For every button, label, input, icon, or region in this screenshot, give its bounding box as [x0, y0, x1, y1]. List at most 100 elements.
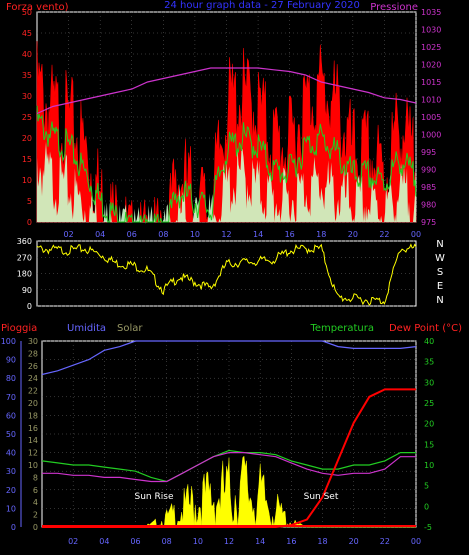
- wind-y-tick-label: 30: [22, 92, 32, 101]
- bottom-x-tick-label: 10: [193, 537, 203, 546]
- dewpoint-line: [42, 452, 416, 483]
- rain-axis-title: Pioggia: [1, 323, 37, 334]
- temperature-y-tick-label: 20: [424, 420, 434, 429]
- bottom-x-tick-label: 06: [130, 537, 140, 546]
- pressure-y-tick-label: 1025: [421, 43, 441, 52]
- dewpoint-axis-title: Dew Point (°C): [389, 323, 462, 334]
- temperature-y-tick-label: -5: [424, 523, 432, 532]
- pressure-axis-title: Pressione: [370, 2, 418, 13]
- solar-y-tick-label: 20: [28, 399, 38, 408]
- solar-y-tick-label: 22: [28, 387, 38, 396]
- pressure-y-tick-label: 980: [421, 201, 436, 210]
- humidity-line: [41, 340, 417, 376]
- solar-y-tick-label: 26: [28, 362, 38, 371]
- solar-y-tick-label: 12: [28, 449, 38, 458]
- solar-y-tick-label: 18: [28, 411, 38, 420]
- wind-y-tick-label: 0: [27, 218, 32, 227]
- pressure-line: [36, 67, 417, 115]
- rain-y-tick-label: 10: [6, 504, 16, 513]
- rain-y-tick-label: 40: [6, 449, 16, 458]
- pressure-y-tick-label: 975: [421, 218, 436, 227]
- compass-label: N: [436, 239, 443, 250]
- solar-y-tick-label: 10: [28, 461, 38, 470]
- bottom-gridlines: [42, 340, 417, 528]
- pressure-y-tick-label: 1000: [421, 131, 441, 140]
- temperature-y-tick-label: 5: [424, 482, 429, 491]
- bottom-x-tick-label: 02: [68, 537, 78, 546]
- solar-y-tick-label: 16: [28, 424, 38, 433]
- wind-x-tick-label: 20: [348, 230, 358, 239]
- temperature-y-tick-label: 0: [424, 502, 429, 511]
- solar-y-tick-label: 14: [28, 436, 38, 445]
- direction-y-tick-label: 360: [17, 237, 32, 246]
- temperature-y-tick-label: 40: [424, 337, 434, 346]
- compass-label: W: [435, 253, 445, 264]
- pressure-y-tick-label: 1010: [421, 96, 441, 105]
- wind-y-tick-label: 45: [22, 29, 32, 38]
- wind-y-axis: 0 5 10 15 20 25 30 35 40 45 50: [22, 8, 32, 227]
- bottom-x-tick-label: 18: [317, 537, 327, 546]
- rain-y-tick-label: 90: [6, 356, 16, 365]
- rain-y-tick-label: 70: [6, 393, 16, 402]
- temperature-line: [41, 449, 416, 483]
- bottom-x-tick-label: 20: [349, 537, 359, 546]
- rain-y-tick-label: 50: [6, 430, 16, 439]
- bottom-x-tick-label: 16: [286, 537, 296, 546]
- bottom-x-tick-label: 12: [224, 537, 234, 546]
- direction-y-tick-label: 90: [22, 286, 32, 295]
- wind-gust-area: [36, 41, 417, 223]
- pressure-y-tick-label: 995: [421, 148, 436, 157]
- pressure-y-tick-label: 1030: [421, 26, 441, 35]
- solar-y-tick-label: 6: [33, 486, 38, 495]
- solar-axis-title: Solar: [117, 323, 143, 334]
- wind-y-tick-label: 5: [27, 197, 32, 206]
- solar-y-tick-label: 8: [33, 473, 38, 482]
- bottom-x-tick-label: 04: [99, 537, 109, 546]
- wind-y-tick-label: 15: [22, 155, 32, 164]
- humidity-axis-title: Umidita: [67, 323, 106, 334]
- rain-y-tick-label: 20: [6, 486, 16, 495]
- temperature-y-tick-label: 35: [424, 358, 434, 367]
- pressure-y-tick-label: 985: [421, 183, 436, 192]
- pressure-y-tick-label: 1035: [421, 8, 441, 17]
- wind-x-tick-label: 18: [316, 230, 326, 239]
- temperature-y-tick-label: 25: [424, 399, 434, 408]
- bottom-x-tick-label: 14: [255, 537, 265, 546]
- pressure-y-tick-label: 1005: [421, 113, 441, 122]
- pressure-y-axis: 975 980 985 990 995 1000 1005 1010 1015 1020 1025 1…: [421, 8, 441, 227]
- wind-axis-title: Forza vento): [6, 2, 69, 13]
- bottom-x-axis: 02 04 06 08 10 12 14 16 18 20 22 00: [68, 537, 421, 546]
- compass-label: N: [436, 295, 443, 306]
- direction-y-tick-label: 270: [17, 253, 32, 262]
- wind-x-tick-label: 00: [411, 230, 421, 239]
- wind-y-tick-label: 20: [22, 134, 32, 143]
- wind-x-tick-label: 22: [379, 230, 389, 239]
- sunrise-annotation: Sun Rise: [135, 492, 174, 502]
- pressure-y-tick-label: 990: [421, 166, 436, 175]
- sunset-annotation: Sun Set: [304, 492, 339, 502]
- wind-y-tick-label: 25: [22, 113, 32, 122]
- wind-light-area: [37, 141, 416, 222]
- temperature-axis-title: Temperatura: [309, 323, 374, 334]
- wind-x-tick-label: 14: [253, 230, 263, 239]
- chart-title: 24 hour graph data - 27 February 2020: [164, 0, 360, 11]
- wind-y-tick-label: 35: [22, 71, 32, 80]
- solar-y-tick-label: 2: [33, 511, 38, 520]
- temperature-y-tick-label: 30: [424, 378, 434, 387]
- rain-y-tick-label: 0: [11, 523, 16, 532]
- wind-average-line: [36, 105, 417, 224]
- direction-y-tick-label: 180: [17, 270, 32, 279]
- temperature-y-axis: -5 0 5 10 15 20 25 30 35 40: [424, 337, 434, 532]
- rain-y-axis: 0 10 20 30 40 50 60 70 80 90 100: [1, 337, 22, 532]
- solar-y-tick-label: 0: [33, 523, 38, 532]
- wind-x-tick-label: 16: [285, 230, 295, 239]
- bottom-x-tick-label: 22: [380, 537, 390, 546]
- wind-series: [36, 41, 417, 224]
- direction-y-axis: 0 90 180 270 360: [17, 237, 32, 311]
- solar-y-tick-label: 28: [28, 349, 38, 358]
